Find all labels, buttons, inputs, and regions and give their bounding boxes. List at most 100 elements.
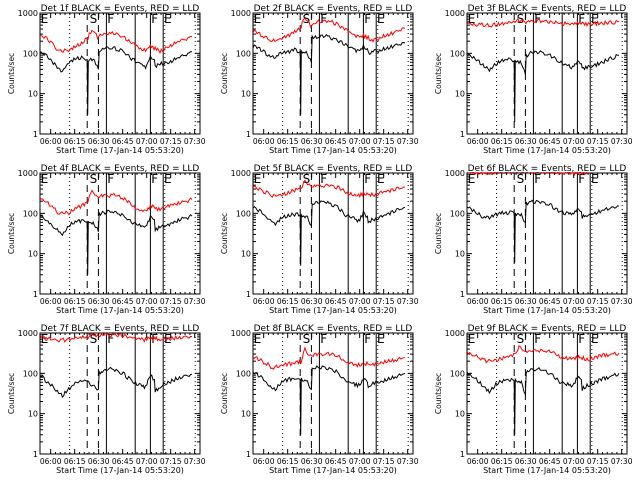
x-axis-label: Start Time (17-Jan-14 05:53:20)	[56, 466, 184, 475]
series-group	[467, 172, 620, 263]
x-tick-label: 07:00	[136, 137, 158, 146]
interval-label-f: F	[107, 12, 114, 26]
interval-label-f: F	[578, 12, 585, 26]
x-tick-label: 06:00	[40, 297, 62, 306]
x-tick-label: 07:30	[184, 137, 206, 146]
interval-label-e: E	[468, 172, 476, 186]
x-tick-label: 07:15	[373, 457, 395, 466]
x-tick-label: 07:00	[136, 457, 158, 466]
series-line-lld	[253, 17, 406, 43]
x-tick-label: 06:15	[277, 297, 299, 306]
x-tick-label: 06:00	[467, 137, 489, 146]
y-tick-label: 100	[236, 49, 251, 58]
x-axis-label: Start Time (17-Jan-14 05:53:20)	[56, 146, 184, 155]
interval-label-f: F	[364, 332, 371, 346]
x-tick-label: 07:00	[349, 457, 371, 466]
x-axis-label: Start Time (17-Jan-14 05:53:20)	[56, 306, 184, 315]
series-group	[253, 346, 406, 435]
x-tick-label: 06:00	[253, 297, 275, 306]
x-tick-label: 06:45	[325, 297, 347, 306]
panel-title: Det 9f BLACK = Events, RED = LLD	[468, 324, 627, 334]
interval-label-e: E	[377, 12, 385, 26]
x-tick-label: 06:00	[40, 457, 62, 466]
x-axis-label: Start Time (17-Jan-14 05:53:20)	[483, 306, 611, 315]
x-tick-label: 07:30	[397, 457, 419, 466]
x-tick-label: 06:30	[301, 297, 323, 306]
y-tick-label: 100	[236, 209, 251, 218]
x-tick-label: 06:00	[253, 457, 275, 466]
x-tick-label: 06:45	[112, 297, 134, 306]
interval-label-e: E	[468, 332, 476, 346]
x-tick-label: 07:15	[373, 297, 395, 306]
x-tick-label: 07:30	[184, 457, 206, 466]
plot-frame	[466, 172, 628, 295]
x-tick-label: 07:00	[136, 297, 158, 306]
interval-label-e: E	[377, 172, 385, 186]
y-tick-label: 1000	[445, 329, 465, 338]
x-axis-label: Start Time (17-Jan-14 05:53:20)	[483, 466, 611, 475]
x-tick-label: 07:30	[397, 137, 419, 146]
x-tick-label: 07:30	[611, 297, 633, 306]
plot-frame	[252, 172, 414, 295]
interval-label-e: E	[377, 332, 385, 346]
x-tick-label: 06:30	[515, 137, 537, 146]
x-tick-label: 07:15	[587, 297, 609, 306]
panel-title: Det 8f BLACK = Events, RED = LLD	[254, 324, 413, 334]
x-tick-label: 07:15	[160, 457, 182, 466]
x-tick-label: 07:15	[160, 297, 182, 306]
y-tick-label: 100	[450, 369, 465, 378]
series-line-events	[467, 199, 620, 263]
y-tick-label: 100	[23, 209, 38, 218]
panel-det-3: Det 3f BLACK = Events, RED = LLD 1 10 100 10…	[434, 4, 633, 155]
interval-label-s: S	[303, 172, 311, 186]
x-tick-label: 06:45	[112, 457, 134, 466]
interval-label-f: F	[578, 332, 585, 346]
x-tick-label: 06:30	[515, 457, 537, 466]
interval-label-s: S	[90, 12, 98, 26]
x-tick-label: 07:00	[563, 137, 585, 146]
interval-label-f: F	[364, 172, 371, 186]
interval-label-f: F	[534, 172, 541, 186]
series-line-lld	[467, 17, 620, 28]
y-tick-label: 1	[460, 450, 465, 459]
plot-frame	[252, 12, 414, 135]
x-tick-label: 06:30	[88, 457, 110, 466]
panel-title: Det 4f BLACK = Events, RED = LLD	[41, 164, 200, 174]
interval-label-e: E	[591, 12, 599, 26]
interval-label-f: F	[320, 332, 327, 346]
interval-label-f: F	[364, 12, 371, 26]
y-tick-label: 100	[23, 49, 38, 58]
x-axis-label: Start Time (17-Jan-14 05:53:20)	[483, 146, 611, 155]
interval-label-f: F	[534, 332, 541, 346]
series-line-events	[253, 200, 406, 266]
interval-label-e: E	[164, 172, 172, 186]
panel-det-5: Det 5f BLACK = Events, RED = LLD 1 10 100 10…	[220, 164, 419, 315]
panel-title: Det 2f BLACK = Events, RED = LLD	[254, 4, 413, 14]
interval-label-e: E	[41, 12, 49, 26]
interval-label-s: S	[517, 12, 525, 26]
y-tick-label: 10	[28, 90, 38, 99]
x-axis-label: Start Time (17-Jan-14 05:53:20)	[269, 306, 397, 315]
series-group	[40, 332, 193, 399]
x-tick-label: 06:15	[491, 137, 513, 146]
x-tick-label: 07:30	[611, 137, 633, 146]
series-line-lld	[467, 345, 620, 364]
panel-title: Det 7f BLACK = Events, RED = LLD	[41, 324, 200, 334]
panel-det-8: Det 8f BLACK = Events, RED = LLD 1 10 100 10…	[220, 324, 419, 475]
x-tick-label: 07:00	[563, 457, 585, 466]
x-tick-label: 07:00	[349, 137, 371, 146]
series-line-events	[467, 367, 620, 435]
plot-frame	[252, 332, 414, 455]
y-tick-label: 1	[33, 290, 38, 299]
plot-frame	[39, 332, 201, 455]
y-tick-label: 10	[455, 410, 465, 419]
series-line-lld	[40, 29, 193, 55]
y-tick-label: 100	[23, 369, 38, 378]
x-tick-label: 06:30	[301, 457, 323, 466]
y-tick-label: 10	[241, 90, 251, 99]
plot-frame	[39, 172, 201, 295]
x-axis-label: Start Time (17-Jan-14 05:53:20)	[269, 466, 397, 475]
x-axis-label: Start Time (17-Jan-14 05:53:20)	[269, 146, 397, 155]
series-line-lld	[40, 332, 193, 343]
y-tick-label: 100	[450, 49, 465, 58]
